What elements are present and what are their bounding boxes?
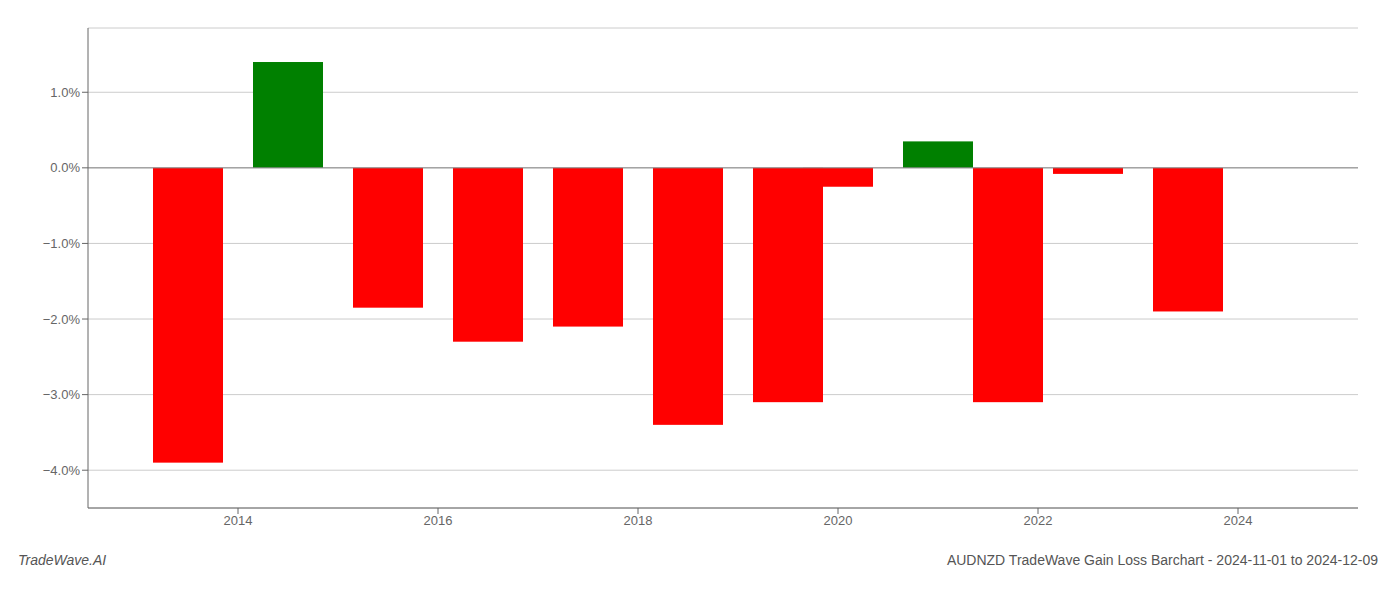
svg-text:2024: 2024 [1224,513,1253,528]
svg-text:2018: 2018 [624,513,653,528]
svg-text:2016: 2016 [424,513,453,528]
svg-text:2022: 2022 [1024,513,1053,528]
svg-text:−1.0%: −1.0% [43,236,81,251]
svg-text:0.0%: 0.0% [50,160,80,175]
svg-text:2020: 2020 [824,513,853,528]
svg-text:−2.0%: −2.0% [43,312,81,327]
svg-text:1.0%: 1.0% [50,85,80,100]
svg-text:2014: 2014 [224,513,253,528]
svg-text:−4.0%: −4.0% [43,463,81,478]
svg-text:−3.0%: −3.0% [43,387,81,402]
html-text:TradeWave.AI: TradeWave.AI [18,552,107,568]
html-text:AUDNZD TradeWave Gain Loss Bar: AUDNZD TradeWave Gain Loss Barchart - 20… [946,552,1378,568]
